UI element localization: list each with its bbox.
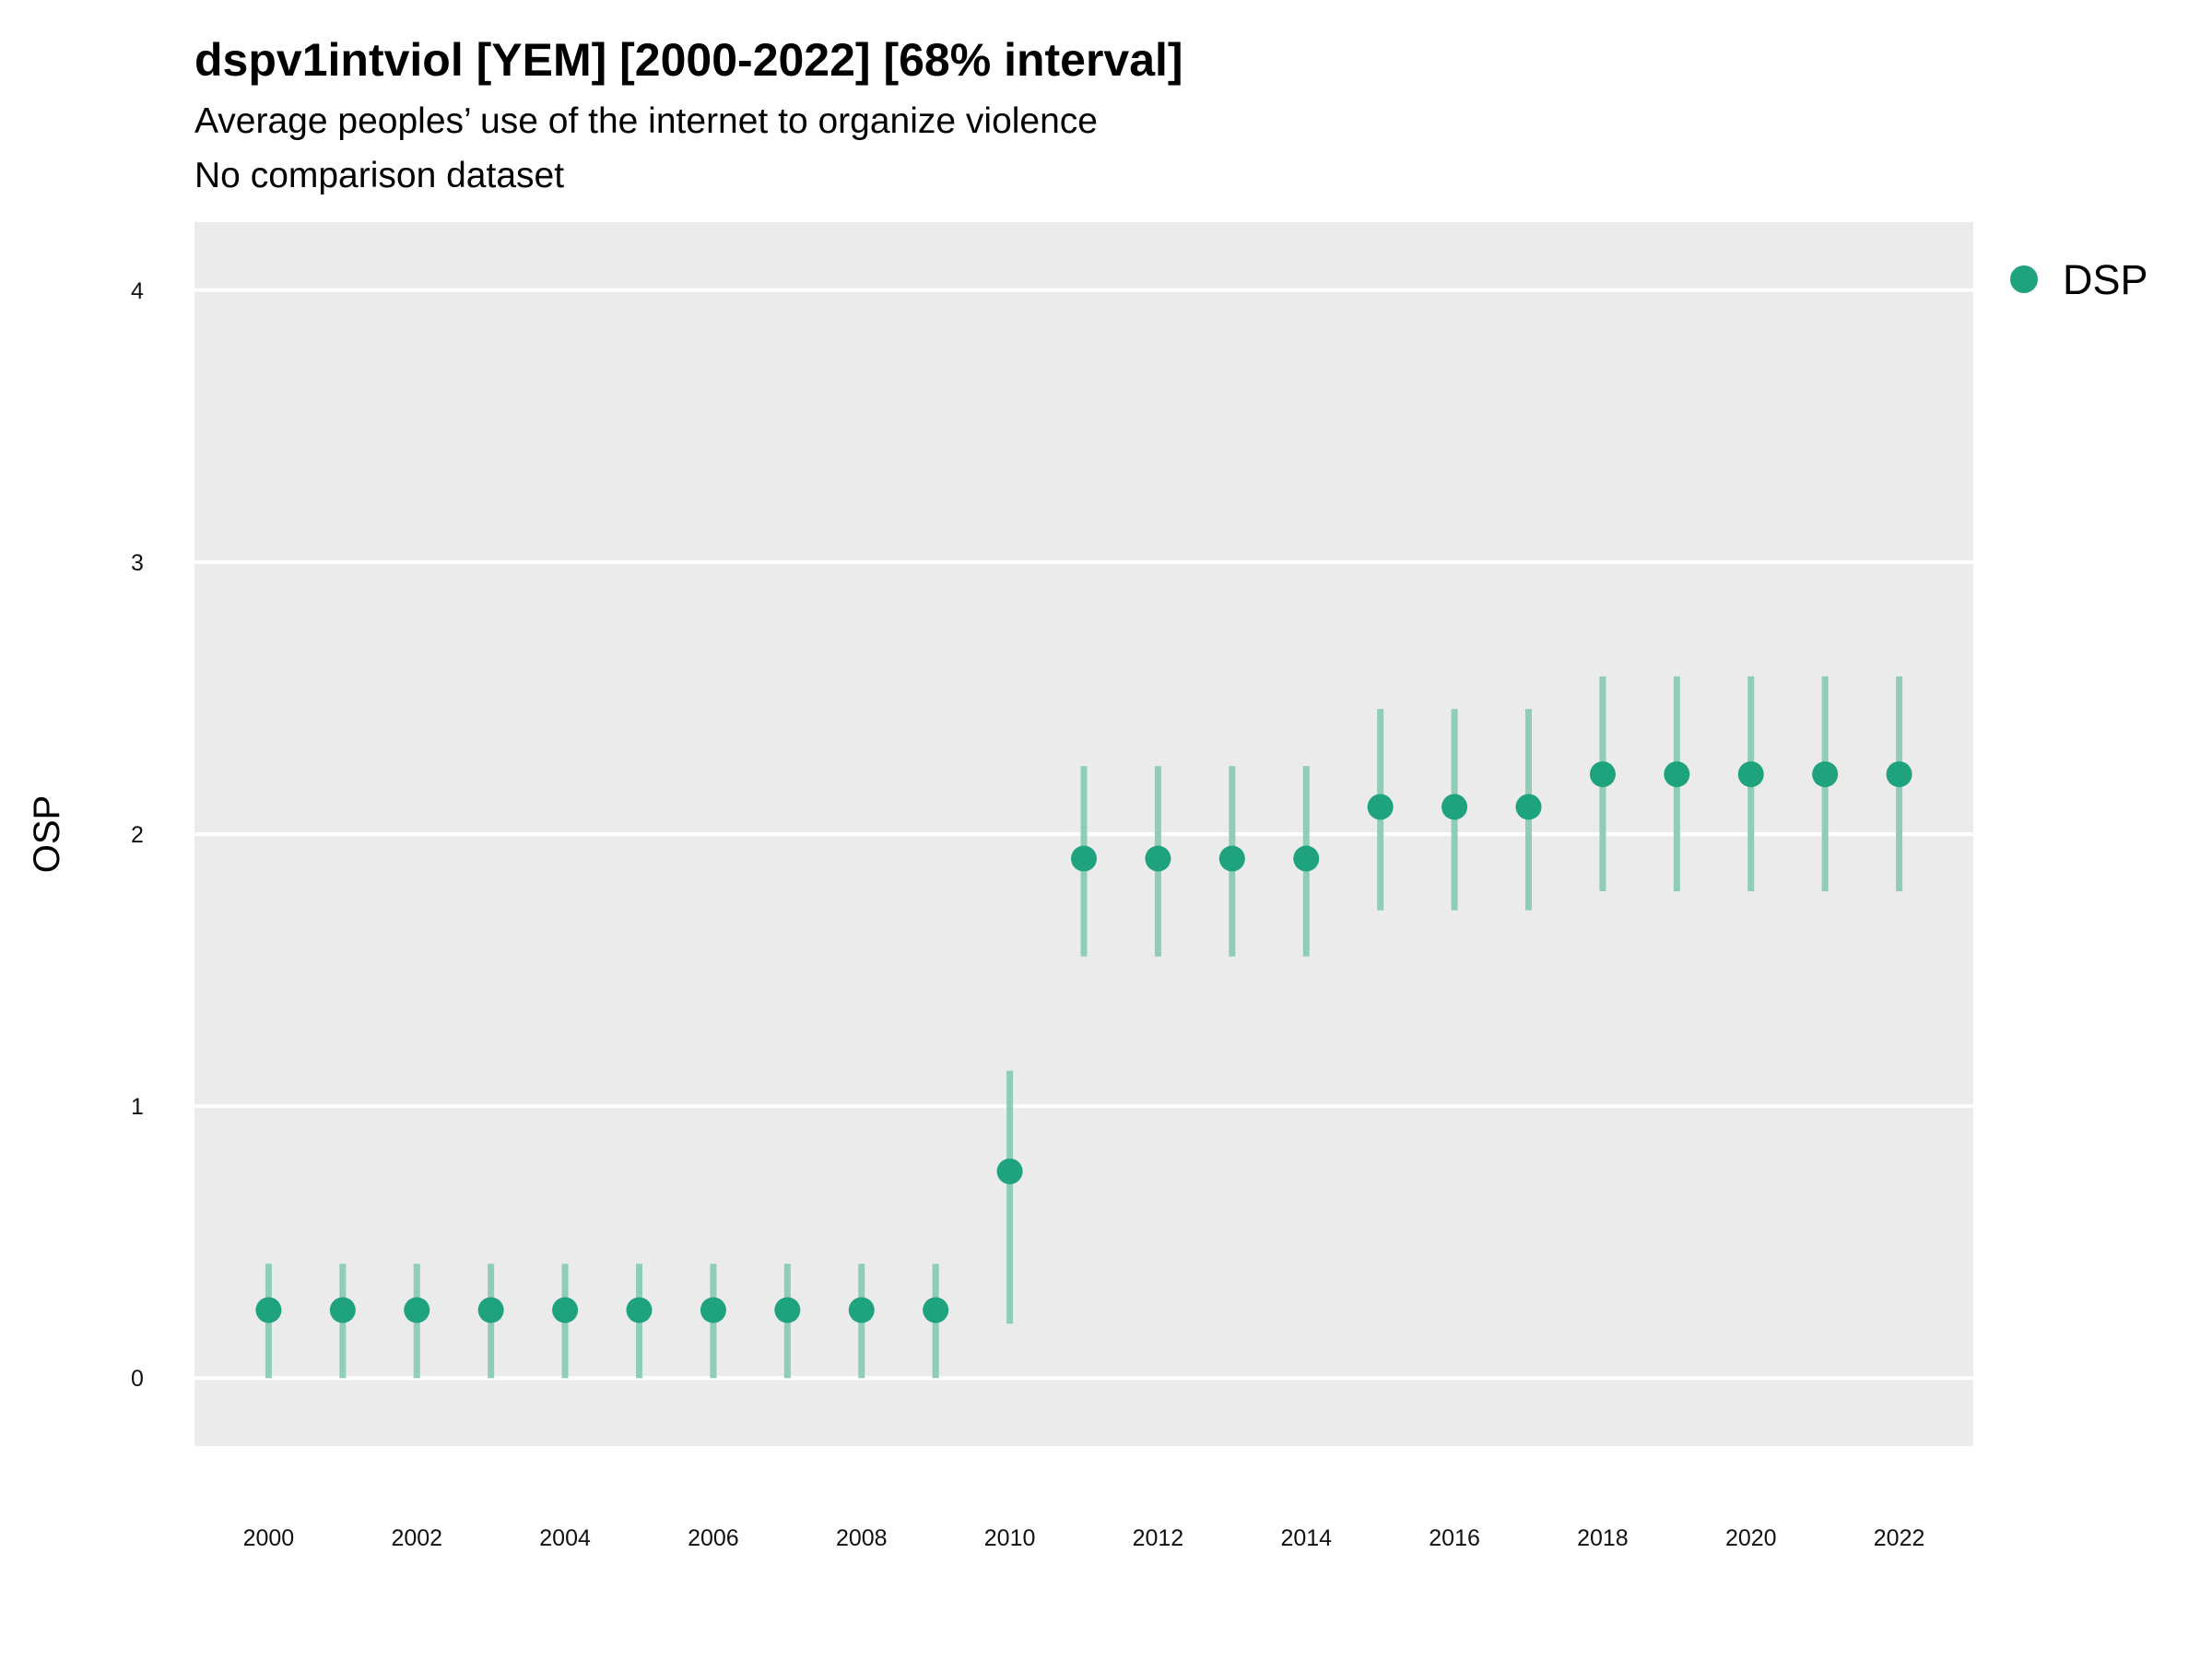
chart-subtitle-2: No comparison dataset: [194, 155, 565, 195]
legend-marker: [2010, 265, 2038, 293]
y-tick-label-2: 2: [131, 822, 144, 848]
data-point-2020[interactable]: [1737, 761, 1764, 788]
data-point-2021[interactable]: [1812, 761, 1839, 788]
x-tick-label-2010: 2010: [984, 1525, 1036, 1551]
data-point-2001[interactable]: [329, 1297, 356, 1324]
x-tick-label-2006: 2006: [688, 1525, 739, 1551]
data-point-2003[interactable]: [477, 1297, 504, 1324]
title-block: dspv1intviol [YEM] [2000-2022] [68% inte…: [194, 35, 1183, 203]
data-point-2014[interactable]: [1293, 845, 1320, 872]
y-tick-label-4: 4: [131, 278, 144, 304]
y-tick-label-0: 0: [131, 1366, 144, 1392]
data-point-2011[interactable]: [1071, 845, 1097, 872]
data-point-2005[interactable]: [626, 1297, 653, 1324]
x-tick-label-2014: 2014: [1280, 1525, 1332, 1551]
data-point-2007[interactable]: [774, 1297, 801, 1324]
chart-title: dspv1intviol [YEM] [2000-2022] [68% inte…: [194, 34, 1183, 86]
chart-subtitle: Average peoples’ use of the internet to …: [194, 101, 1098, 141]
data-point-2000[interactable]: [255, 1297, 282, 1324]
data-point-2019[interactable]: [1664, 761, 1690, 788]
x-tick-label-2016: 2016: [1429, 1525, 1480, 1551]
data-point-2008[interactable]: [848, 1297, 875, 1324]
legend-label-dsp: DSP: [2063, 256, 2148, 303]
data-point-2002[interactable]: [404, 1297, 430, 1324]
data-point-2010[interactable]: [996, 1158, 1023, 1184]
legend[interactable]: DSP: [2010, 256, 2148, 303]
data-point-2015[interactable]: [1367, 794, 1394, 820]
data-point-2012[interactable]: [1145, 845, 1171, 872]
data-point-2017[interactable]: [1515, 794, 1542, 820]
x-tick-label-2000: 2000: [243, 1525, 295, 1551]
data-point-2004[interactable]: [552, 1297, 579, 1324]
x-tick-label-2002: 2002: [391, 1525, 442, 1551]
x-axis-ticks: 2000 2002 2004 2006 2008 2010 2012 2014 2016 2018…: [243, 1525, 1925, 1551]
data-point-2013[interactable]: [1218, 845, 1245, 872]
data-point-2018[interactable]: [1589, 761, 1616, 788]
y-axis-label: OSP: [27, 795, 67, 873]
x-tick-label-2018: 2018: [1577, 1525, 1629, 1551]
x-tick-label-2004: 2004: [539, 1525, 591, 1551]
data-points: [255, 761, 1912, 1324]
data-point-2009[interactable]: [923, 1297, 949, 1324]
data-point-2016[interactable]: [1441, 794, 1468, 820]
x-tick-label-2008: 2008: [836, 1525, 888, 1551]
data-point-2022[interactable]: [1886, 761, 1912, 788]
y-axis-ticks: 0 1 2 3 4: [131, 278, 144, 1392]
x-tick-label-2020: 2020: [1725, 1525, 1777, 1551]
data-point-2006[interactable]: [700, 1297, 726, 1324]
x-tick-label-2012: 2012: [1133, 1525, 1184, 1551]
y-tick-label-3: 3: [131, 550, 144, 576]
y-tick-label-1: 1: [131, 1094, 144, 1120]
x-tick-label-2022: 2022: [1874, 1525, 1925, 1551]
